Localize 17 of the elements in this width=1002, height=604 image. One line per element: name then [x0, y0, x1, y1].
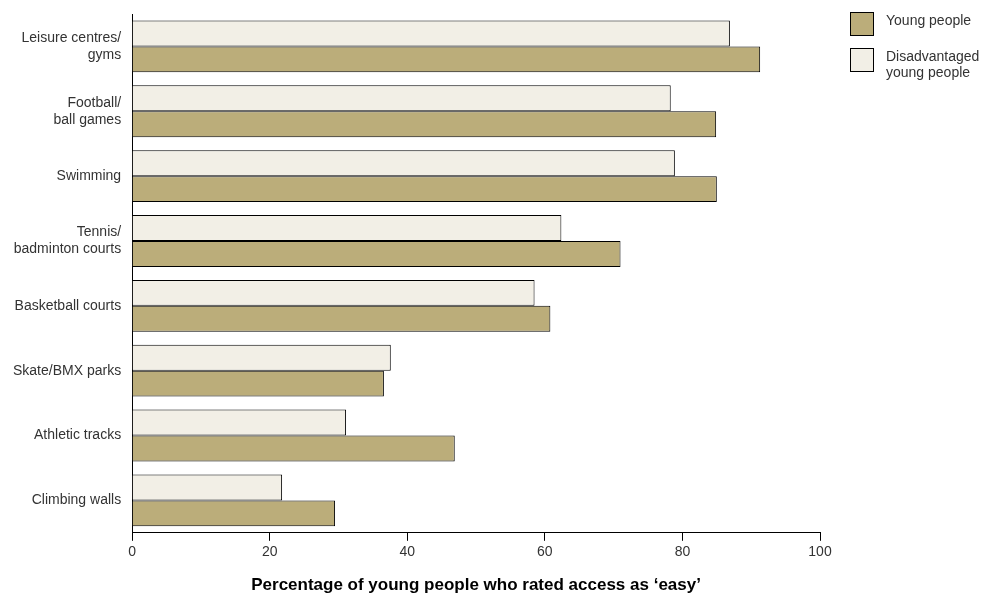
x-tick-label: 100: [808, 543, 832, 560]
x-axis-title: Percentage of young people who rated access as ‘easy’: [251, 575, 701, 595]
y-tick-label: Climbing walls: [31, 491, 122, 508]
y-tick-label: Swimming: [56, 166, 122, 183]
y-tick-label: Skate/BMX parks: [13, 361, 122, 378]
x-tick-label: 40: [399, 543, 416, 560]
y-tick-label: Football/ ball games: [53, 93, 122, 127]
y-tick-label: Athletic tracks: [34, 426, 122, 443]
y-tick-label: Tennis/ badminton courts: [13, 223, 122, 257]
y-tick-label: Leisure centres/ gyms: [21, 28, 122, 62]
x-tick-label: 20: [261, 543, 278, 560]
x-tick-label: 80: [674, 543, 691, 560]
x-tick-label: 0: [128, 543, 137, 560]
legend-label: Disadvantaged young people: [886, 48, 981, 80]
y-tick-label: Basketball courts: [14, 296, 122, 313]
legend-label: Young people: [886, 12, 972, 28]
x-tick-label: 60: [537, 543, 553, 560]
